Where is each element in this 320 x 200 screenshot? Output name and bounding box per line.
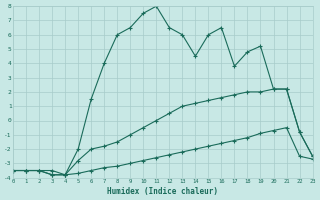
X-axis label: Humidex (Indice chaleur): Humidex (Indice chaleur) [107, 187, 218, 196]
